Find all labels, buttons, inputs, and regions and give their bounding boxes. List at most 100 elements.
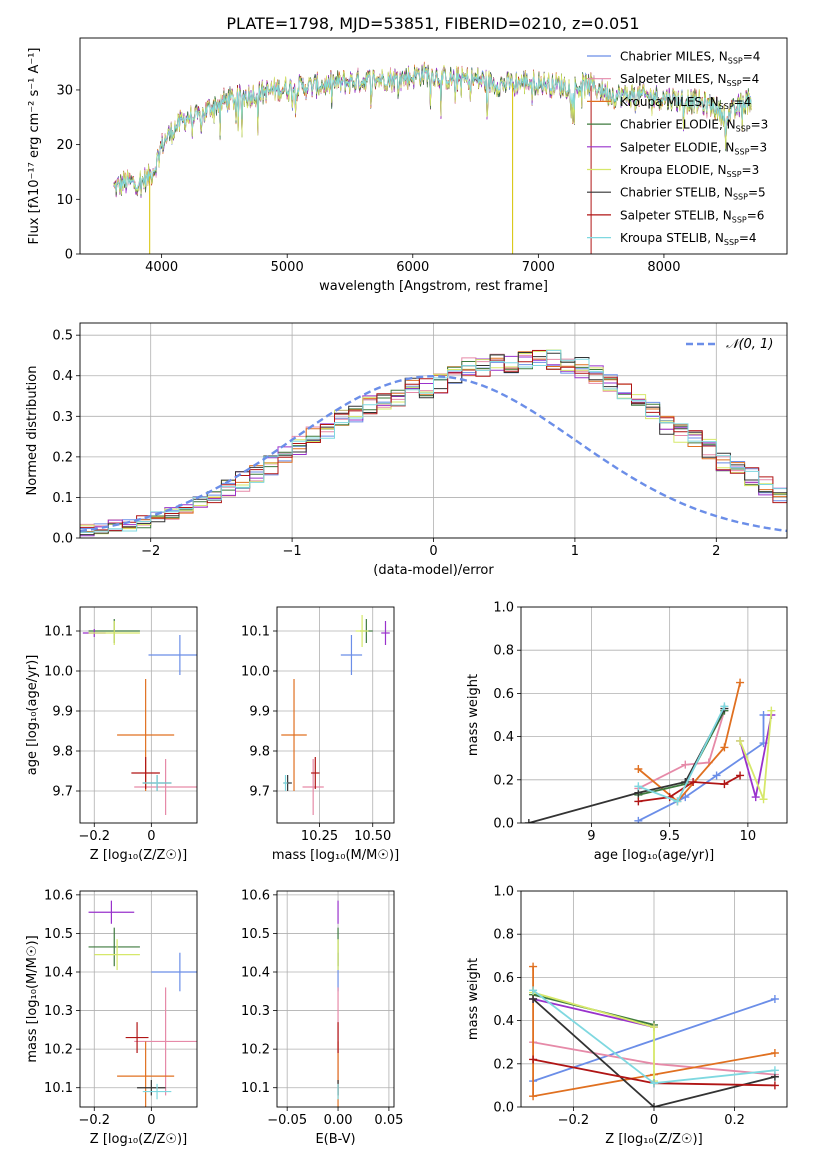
- y-tick-label: 0.8: [493, 644, 514, 659]
- mass-weight-marker: [751, 793, 760, 802]
- histogram-step: [80, 361, 787, 531]
- axes-frame: [79, 322, 788, 539]
- axes-frame: [276, 890, 395, 1108]
- mass-weight-marker: [770, 995, 779, 1003]
- y-tick-label: 0: [65, 248, 73, 263]
- axes-frame: [520, 606, 788, 824]
- mass-weight-line: [532, 998, 776, 1107]
- legend-entry: Kroupa STELIB, NSSP=4: [620, 231, 757, 247]
- x-tick-label: 9.5: [659, 829, 680, 844]
- y-tick-label: 10: [56, 193, 73, 208]
- y-axis-label: age [log₁₀(age/yr)]: [25, 655, 40, 776]
- legend-entry: Kroupa ELODIE, NSSP=3: [620, 163, 759, 179]
- x-tick-label: 0: [650, 1113, 658, 1128]
- y-tick-label: 0.2: [52, 450, 73, 465]
- x-tick-label: −0.2: [78, 829, 110, 844]
- x-tick-label: −0.2: [558, 1113, 590, 1128]
- y-tick-label: 0.1: [52, 491, 73, 506]
- x-tick-label: 4000: [145, 260, 178, 275]
- mass-weight-marker: [634, 782, 643, 791]
- mass-weight-marker: [650, 1103, 658, 1107]
- legend-entry: Kroupa MILES, NSSP=4: [620, 95, 751, 111]
- y-tick-label: 0.0: [493, 1101, 514, 1116]
- y-tick-label: 9.9: [52, 705, 73, 720]
- chart-mass-vs-ebv: −0.05 0.00 0.05 10.1 10.2 10.3 10.4 10.5 10.6 E(B…: [241, 888, 403, 1147]
- y-tick-label: 20: [56, 138, 73, 153]
- x-tick-label: 8000: [647, 260, 680, 275]
- y-tick-label: 0.2: [493, 1057, 514, 1072]
- mass-weight-line: [739, 710, 773, 800]
- x-tick-label: 0: [147, 1113, 155, 1128]
- mass-weight-line: [532, 998, 655, 1028]
- mass-weight-marker: [720, 743, 729, 752]
- mass-weight-marker: [767, 706, 776, 715]
- mass-weight-marker: [770, 1081, 779, 1090]
- normal-reference-curve: [80, 374, 787, 533]
- y-tick-label: 0.6: [493, 687, 514, 702]
- legend-entry: Salpeter STELIB, NSSP=6: [620, 208, 764, 224]
- spectrum-line: [113, 67, 752, 192]
- mass-weight-marker: [770, 1049, 779, 1057]
- x-tick-label: 1: [571, 544, 579, 559]
- y-tick-label: 0.6: [493, 971, 514, 986]
- y-tick-label: 0.4: [493, 730, 514, 745]
- x-axis-label: age [log₁₀(age/yr)]: [594, 848, 715, 863]
- y-tick-label: 10.4: [44, 966, 73, 981]
- legend-entry: 𝒩(0, 1): [726, 337, 773, 352]
- y-axis-label: mass [log₁₀(M/M☉)]: [25, 935, 40, 1062]
- y-tick-label: 10.4: [241, 966, 270, 981]
- x-tick-label: 0.2: [724, 1113, 745, 1128]
- mass-weight-line: [532, 966, 776, 1098]
- mass-weight-marker: [736, 736, 745, 745]
- y-tick-label: 10.0: [241, 665, 270, 680]
- mass-weight-marker: [524, 819, 533, 823]
- x-axis-label: wavelength [Angstrom, rest frame]: [319, 279, 548, 294]
- y-tick-label: 10.1: [44, 1081, 73, 1096]
- legend-entry: Salpeter MILES, NSSP=4: [620, 72, 759, 88]
- plot-area: [80, 891, 197, 1107]
- y-tick-label: 0.2: [493, 773, 514, 788]
- mass-weight-marker: [529, 995, 538, 1003]
- y-tick-label: 10.6: [241, 888, 270, 903]
- mass-weight-marker: [529, 986, 538, 995]
- mass-weight-marker: [529, 962, 538, 971]
- mass-weight-marker: [529, 1055, 538, 1064]
- mass-weight-marker: [529, 1092, 538, 1101]
- y-tick-label: 10.3: [241, 1004, 270, 1019]
- y-tick-label: 0.4: [52, 369, 73, 384]
- chart-residuals: −2 −1 0 1 2 0.0 0.1 0.2 0.3 0.4 0.5 (data-model)/er…: [25, 322, 788, 578]
- y-tick-label: 0.4: [493, 1014, 514, 1029]
- legend-entry: Chabrier ELODIE, NSSP=3: [620, 118, 768, 134]
- x-tick-label: 10.25: [301, 829, 338, 844]
- legend-entry: Salpeter ELODIE, NSSP=3: [620, 140, 767, 156]
- mass-weight-marker: [634, 797, 643, 806]
- y-tick-label: 10.0: [44, 665, 73, 680]
- x-axis-label: (data-model)/error: [373, 563, 494, 578]
- x-tick-label: −2: [141, 544, 160, 559]
- mass-weight-marker: [634, 816, 643, 823]
- mass-weight-marker: [650, 1023, 658, 1032]
- y-tick-label: 0.5: [52, 329, 73, 344]
- y-tick-label: 0.0: [493, 817, 514, 832]
- chart-mass-weight-vs-Z: −0.2 0 0.2 0.0 0.2 0.4 0.6 0.8 1.0 Z [log₁₀(Z/Z☉)…: [466, 885, 788, 1147]
- axes-frame: [79, 606, 198, 824]
- mass-weight-line: [637, 682, 741, 803]
- x-axis-label: Z [log₁₀(Z/Z☉)]: [605, 1132, 702, 1147]
- y-tick-label: 0.0: [52, 532, 73, 547]
- x-tick-label: 9: [587, 829, 595, 844]
- x-tick-label: 0: [147, 829, 155, 844]
- x-tick-label: 10.50: [354, 829, 391, 844]
- plot-area: [277, 891, 394, 1107]
- chart-age-vs-Z: −0.2 0 9.7 9.8 9.9 10.0 10.1 Z [log₁₀(Z/Z☉)] age…: [25, 606, 198, 863]
- x-tick-label: 0.05: [374, 1113, 403, 1128]
- chart-mass-vs-Z: −0.2 0 10.1 10.2 10.3 10.4 10.5 10.6 Z [log₁₀(Z/…: [25, 888, 198, 1147]
- y-tick-label: 10.2: [241, 1043, 270, 1058]
- mass-weight-marker: [720, 702, 729, 711]
- y-tick-label: 10.5: [44, 927, 73, 942]
- legend-entry: Chabrier MILES, NSSP=4: [620, 50, 760, 66]
- y-axis-label: mass weight: [466, 958, 481, 1040]
- plot-area: [80, 607, 197, 823]
- mass-weight-marker: [650, 1079, 658, 1088]
